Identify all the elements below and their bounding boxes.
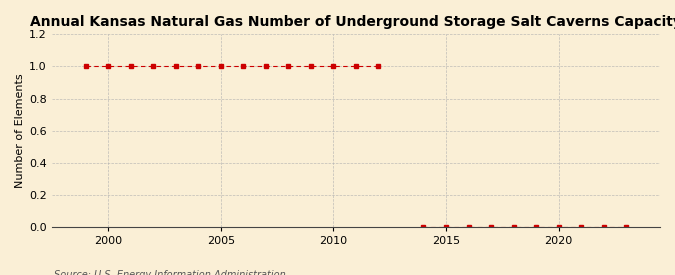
Text: Source: U.S. Energy Information Administration: Source: U.S. Energy Information Administ… [54, 271, 286, 275]
Title: Annual Kansas Natural Gas Number of Underground Storage Salt Caverns Capacity: Annual Kansas Natural Gas Number of Unde… [30, 15, 675, 29]
Y-axis label: Number of Elements: Number of Elements [15, 73, 25, 188]
